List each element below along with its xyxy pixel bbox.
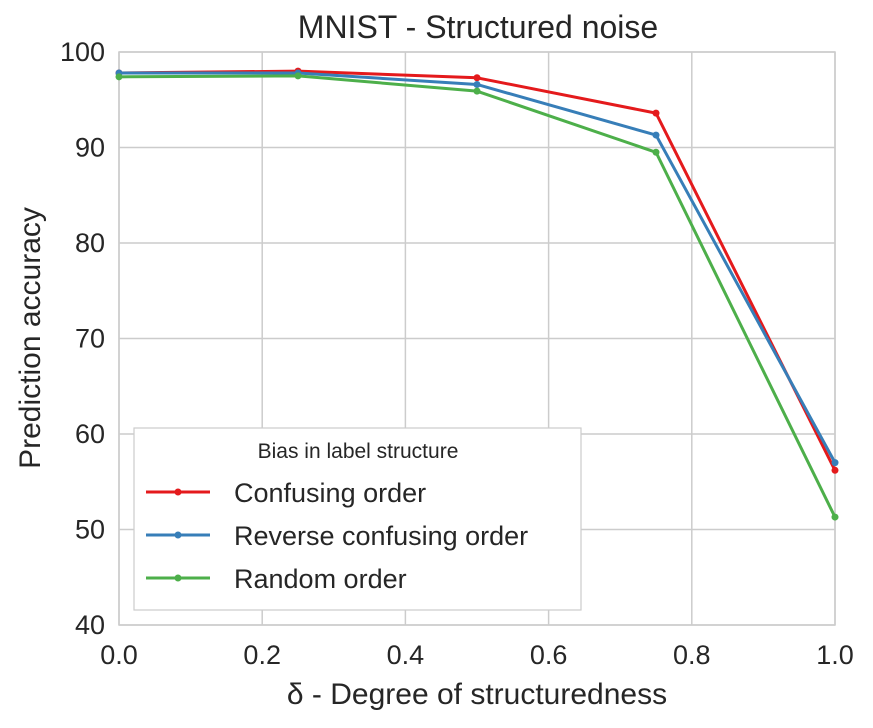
x-tick-label: 1.0 xyxy=(816,640,854,670)
y-tick-label: 40 xyxy=(75,610,105,640)
chart-title: MNIST - Structured noise xyxy=(298,9,658,45)
x-axis-label: δ - Degree of structuredness xyxy=(287,678,667,711)
y-tick-label: 50 xyxy=(75,515,105,545)
legend-marker xyxy=(174,488,182,496)
data-point xyxy=(831,459,839,467)
tick-labels: 0.0 0.2 0.4 0.6 0.8 1.0 40 50 60 70 80 90 100 xyxy=(60,37,854,670)
data-point xyxy=(652,131,660,139)
legend-marker xyxy=(174,574,182,582)
y-tick-label: 60 xyxy=(75,419,105,449)
legend-entry-label: Confusing order xyxy=(234,478,426,508)
data-point xyxy=(831,513,839,521)
legend-marker xyxy=(174,531,182,539)
y-axis-label: Prediction accuracy xyxy=(14,207,47,469)
y-tick-label: 80 xyxy=(75,228,105,258)
x-tick-label: 0.4 xyxy=(387,640,425,670)
data-point xyxy=(473,80,481,88)
legend-title: Bias in label structure xyxy=(258,440,459,463)
data-point xyxy=(294,72,302,80)
y-tick-label: 100 xyxy=(60,37,105,67)
legend-entry-label: Random order xyxy=(234,564,407,594)
series-lines xyxy=(115,67,839,521)
x-tick-label: 0.0 xyxy=(100,640,138,670)
data-point xyxy=(831,466,839,474)
x-tick-label: 0.8 xyxy=(673,640,711,670)
data-point xyxy=(652,109,660,117)
legend-entry-label: Reverse confusing order xyxy=(234,521,528,551)
data-point xyxy=(473,87,481,95)
data-point xyxy=(652,148,660,156)
y-tick-label: 70 xyxy=(75,324,105,354)
data-point xyxy=(115,73,123,81)
data-point xyxy=(473,74,481,82)
legend: Bias in label structure Confusing order R… xyxy=(133,427,582,611)
legend-box xyxy=(133,427,582,611)
x-tick-label: 0.2 xyxy=(243,640,281,670)
x-tick-label: 0.6 xyxy=(530,640,568,670)
y-tick-label: 90 xyxy=(75,133,105,163)
